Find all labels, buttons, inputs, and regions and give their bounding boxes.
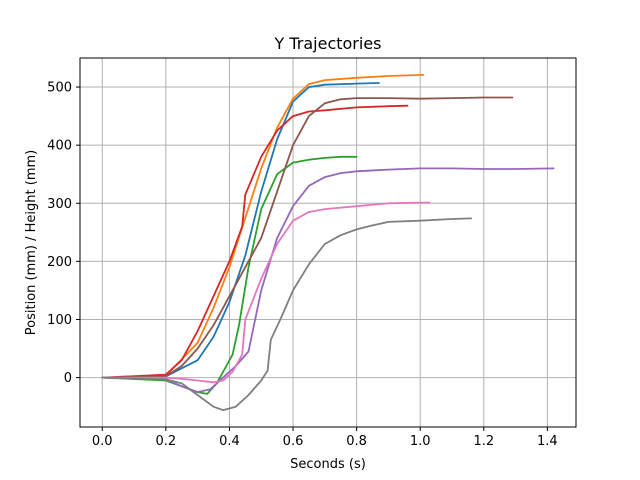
series-line-6: [101, 96, 514, 379]
series-group: [101, 74, 555, 412]
x-axis-ticks: 0.0 0.2 0.4 0.6 0.8 1.0 1.2 1.4: [92, 427, 558, 449]
y-axis-label: Position (mm) / Height (mm): [24, 150, 39, 335]
x-tick-label: 0.0: [92, 434, 113, 449]
x-tick-label: 0.2: [156, 434, 177, 449]
series-line-7: [101, 201, 431, 384]
y-tick-label: 500: [47, 81, 72, 96]
y-tick-label: 300: [47, 197, 72, 212]
x-tick-label: 1.0: [410, 434, 431, 449]
x-tick-label: 0.8: [346, 434, 367, 449]
y-axis-ticks: 0 100 200 300 400 500: [47, 81, 80, 386]
x-tick-label: 1.2: [473, 434, 494, 449]
y-tick-label: 0: [64, 371, 72, 386]
y-tick-label: 400: [47, 139, 72, 154]
x-tick-label: 0.4: [219, 434, 240, 449]
x-axis-label: Seconds (s): [290, 457, 366, 472]
series-line-4: [101, 104, 409, 379]
series-line-1: [101, 82, 380, 379]
series-line-5: [101, 167, 555, 394]
y-tick-label: 200: [47, 255, 72, 270]
x-tick-label: 1.4: [537, 434, 558, 449]
series-line-8: [101, 217, 473, 412]
series-line-2: [101, 74, 425, 379]
plot-frame: [79, 57, 577, 428]
y-tick-label: 100: [47, 313, 72, 328]
chart-title: Y Trajectories: [273, 34, 381, 53]
x-tick-label: 0.6: [283, 434, 304, 449]
